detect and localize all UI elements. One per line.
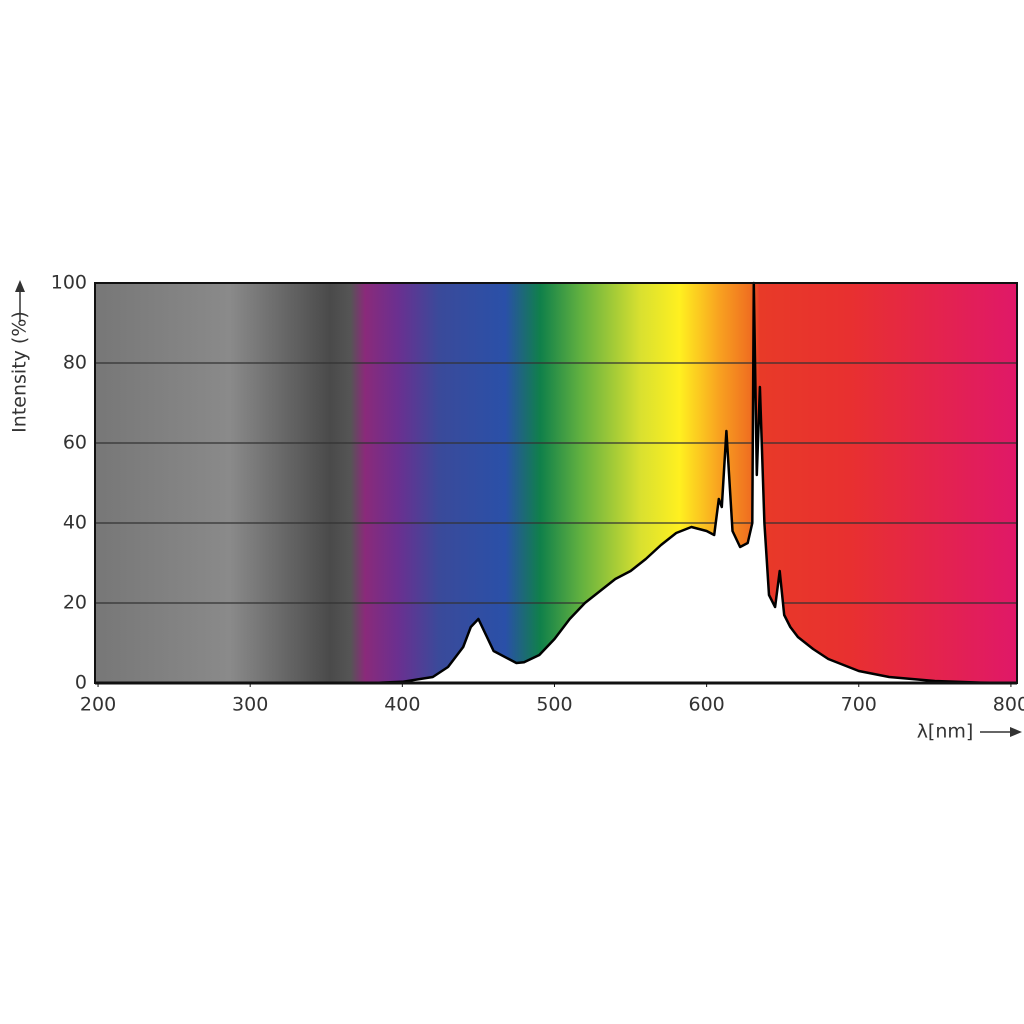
y-tick-label: 40 [63,512,87,534]
x-tick-label: 500 [536,694,572,716]
x-tick-label: 800 [993,694,1024,716]
y-tick-label: 60 [63,432,87,454]
x-tick-label: 700 [841,694,877,716]
spectrum-background [95,283,1017,683]
y-tick-label: 80 [63,352,87,374]
plot [98,281,1011,685]
x-tick-label: 600 [688,694,724,716]
x-arrow-head [1010,727,1022,737]
x-tick-label: 200 [80,694,116,716]
y-tick-label: 100 [51,272,87,294]
y-arrow-head [15,280,25,292]
x-tick-label: 300 [232,694,268,716]
x-axis-title: λ[nm] [917,721,974,743]
x-tick-label: 400 [384,694,420,716]
y-tick-label: 0 [75,672,87,694]
spectrum-line [98,281,1011,685]
y-axis-title: Intensity (%) [9,311,31,433]
y-tick-label: 20 [63,592,87,614]
